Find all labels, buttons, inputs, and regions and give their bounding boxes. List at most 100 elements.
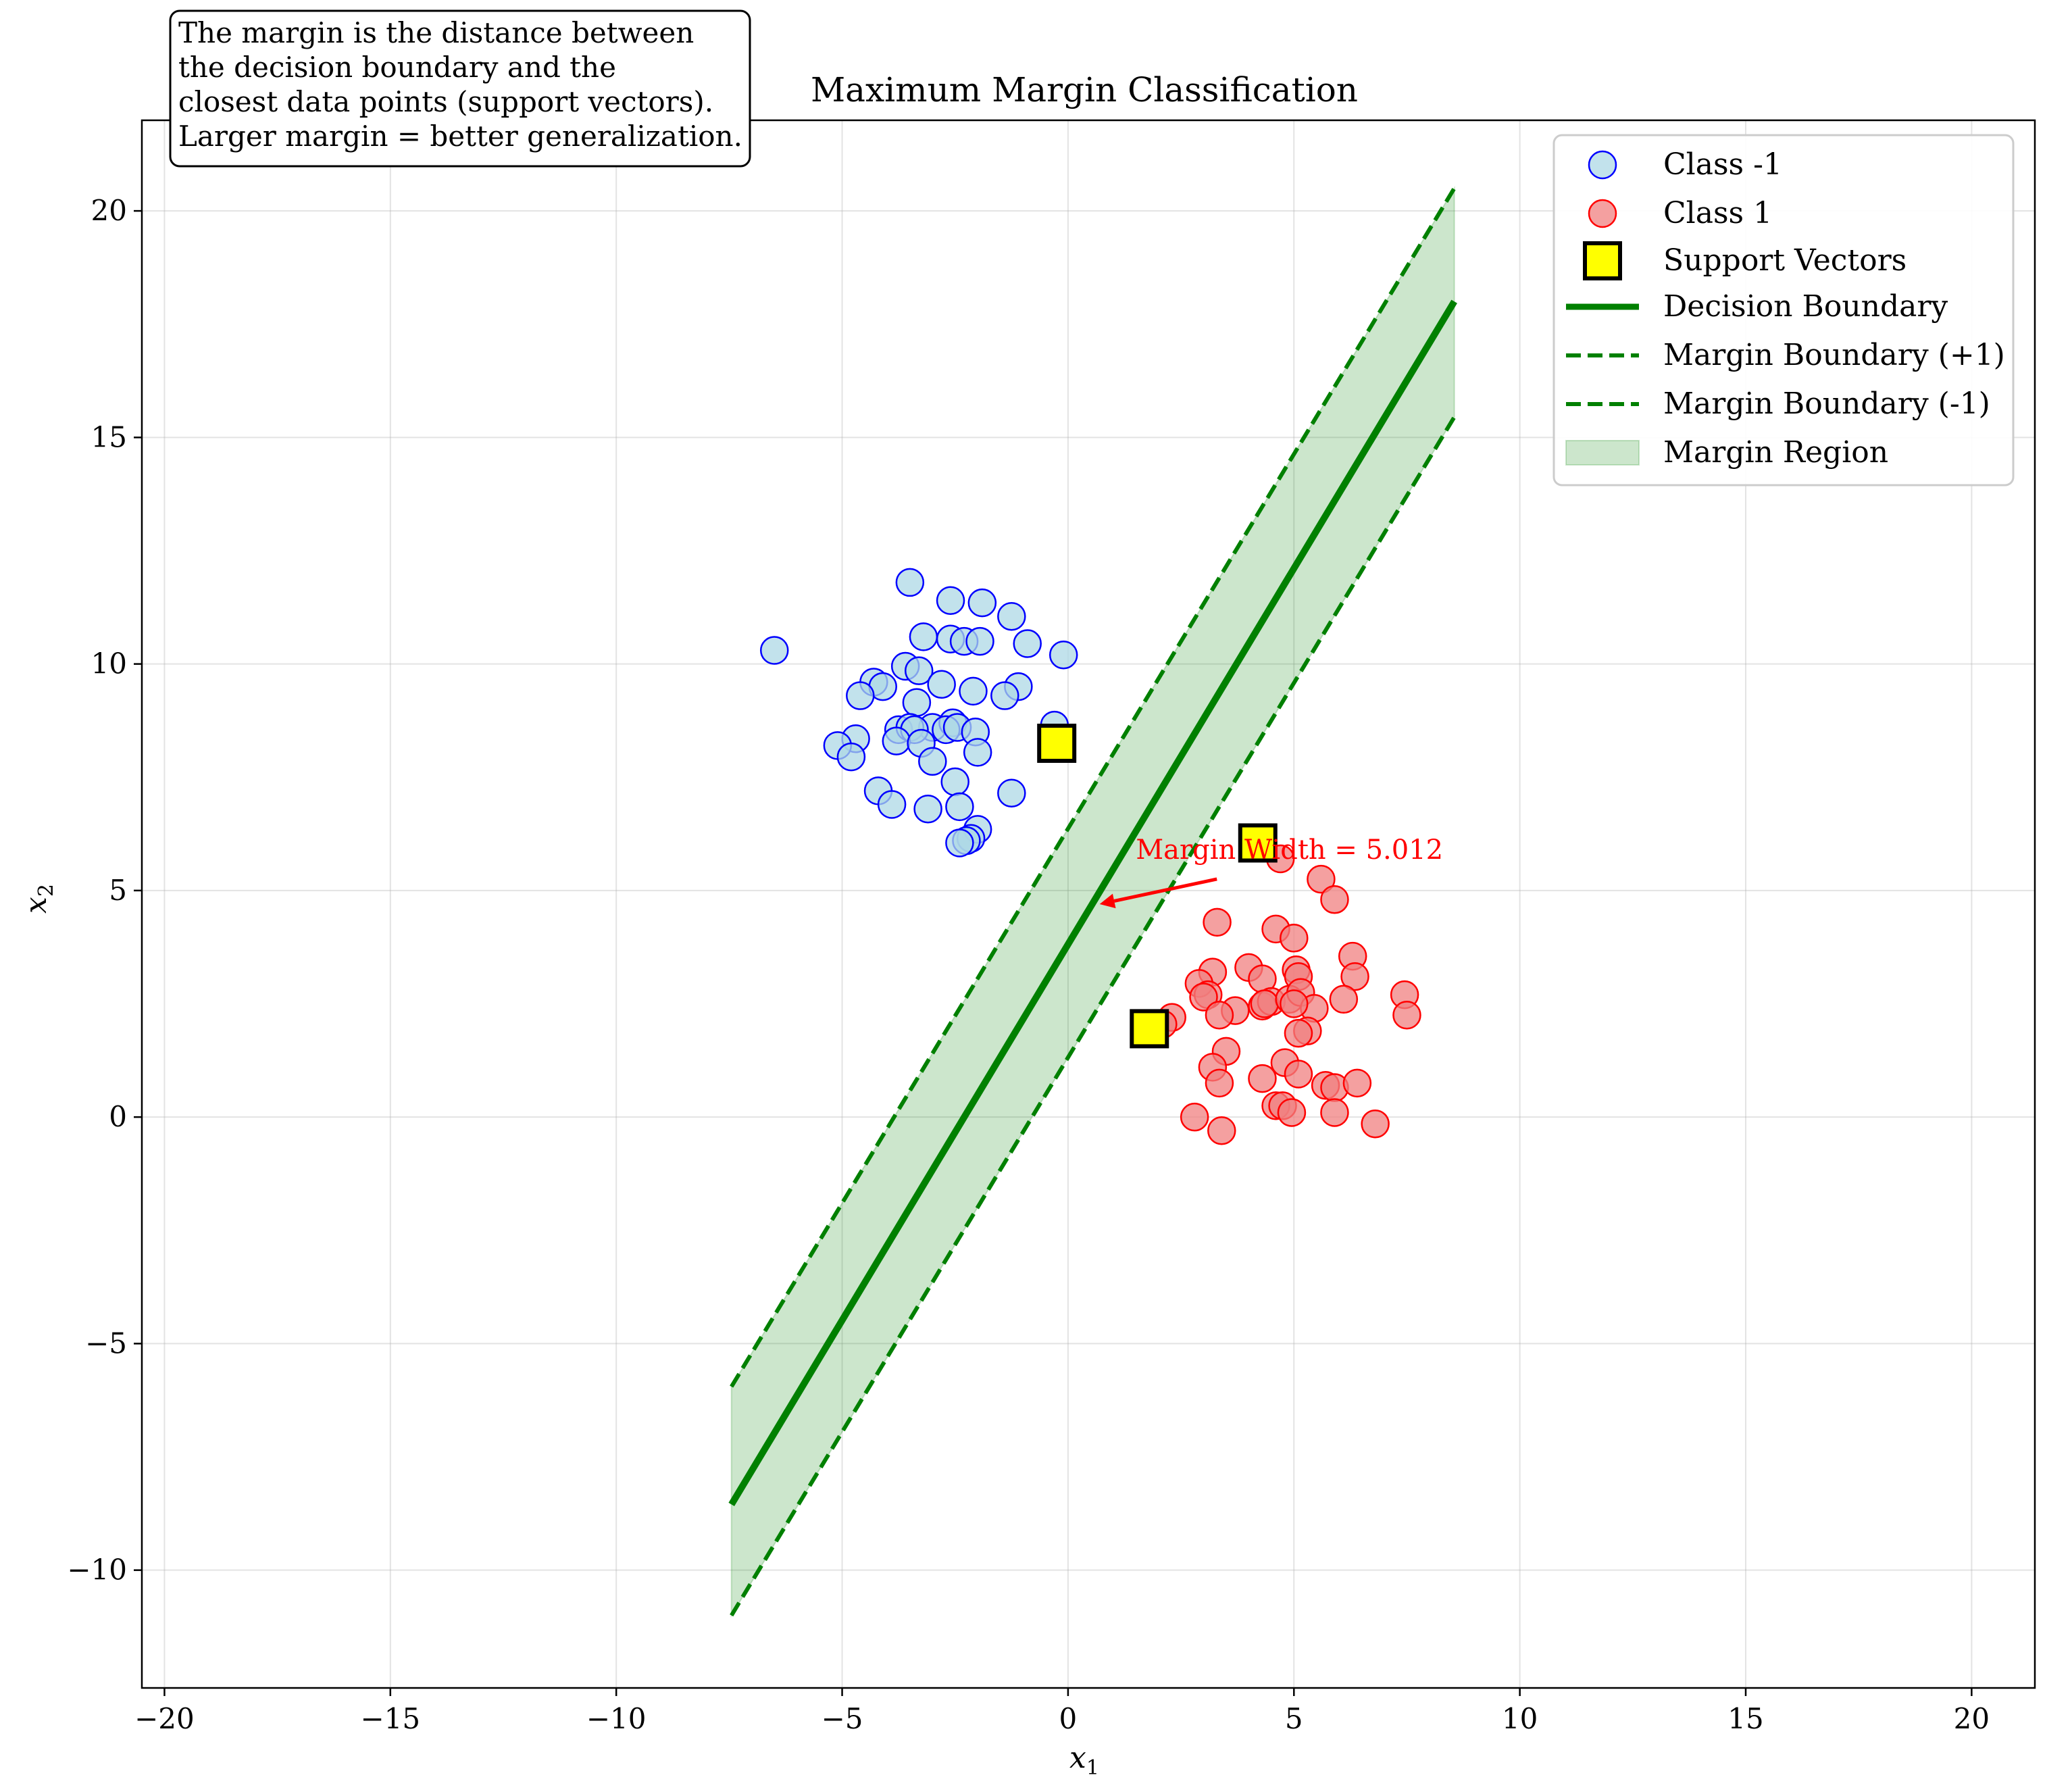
class-pos-point: [1250, 989, 1280, 1018]
plot-area: Margin Width = 5.012: [728, 185, 1457, 1618]
class-pos-point: [1203, 907, 1232, 937]
y-axis-label-main: x: [19, 897, 53, 914]
decision-boundary: [728, 299, 1457, 1507]
class-pos-point: [1280, 989, 1309, 1018]
class-pos-point: [1342, 1068, 1372, 1098]
class-neg-point: [836, 742, 866, 772]
margin-boundary-minus: [730, 416, 1457, 1617]
info-line-2: the decision boundary and the: [178, 51, 616, 84]
class-pos-point: [1189, 982, 1218, 1012]
x-tick-label: −10: [586, 1702, 647, 1735]
legend-frame: [1552, 134, 2015, 487]
class-neg-point: [909, 622, 938, 651]
class-neg-point: [927, 670, 956, 699]
x-tick-label: 15: [1727, 1702, 1763, 1735]
y-tick-label: 0: [109, 1100, 127, 1133]
x-ticks: −20 −15 −10 −5 0 5 10 15 20: [134, 1688, 1990, 1735]
x-tick-label: −5: [822, 1702, 863, 1735]
class-neg-point: [902, 688, 932, 717]
support-vector-point: [1130, 1009, 1169, 1049]
class-neg-point: [913, 794, 942, 824]
y-tick-label: 20: [91, 194, 127, 227]
x-tick-label: 10: [1502, 1702, 1538, 1735]
legend-support-vector-label: Support Vectors: [1663, 243, 1907, 278]
annotation-arrow-head: [1099, 893, 1116, 909]
y-tick-label: 10: [91, 647, 127, 680]
y-tick-label: −10: [67, 1553, 127, 1587]
class-pos-point: [1320, 1098, 1349, 1127]
class-neg-point: [945, 792, 974, 822]
info-line-3: closest data points (support vectors).: [178, 85, 713, 118]
y-ticks: −10 −5 0 5 10 15 20: [67, 194, 142, 1587]
legend-class-neg-label: Class -1: [1663, 147, 1782, 182]
annotation-text: Margin Width = 5.012: [1136, 835, 1443, 866]
class-neg-point: [990, 681, 1019, 710]
class-pos-point: [1361, 1109, 1390, 1139]
y-axis-label-sub: 2: [34, 884, 58, 897]
grid: [142, 120, 2035, 1688]
class-neg-point: [904, 656, 934, 685]
legend-class-neg-marker: [1588, 150, 1617, 180]
class-neg-points: [759, 568, 1078, 857]
info-box: The margin is the distance between the d…: [169, 9, 751, 168]
class-pos-point: [1277, 1098, 1307, 1127]
info-line-4: Larger margin = better generalization.: [178, 120, 742, 153]
axes-frame: [141, 119, 2036, 1689]
class-neg-point: [997, 601, 1026, 631]
class-neg-point: [882, 726, 911, 755]
class-pos-point: [1329, 985, 1359, 1014]
legend-decision-boundary-label: Decision Boundary: [1663, 289, 1948, 324]
class-pos-point: [1320, 885, 1349, 914]
class-neg-point: [846, 681, 875, 710]
class-neg-point: [967, 588, 997, 618]
support-vector-point: [1037, 723, 1077, 763]
class-neg-point: [1013, 629, 1042, 658]
class-pos-point: [1205, 1068, 1234, 1098]
class-pos-point: [1340, 962, 1369, 991]
x-tick-label: 20: [1954, 1702, 1990, 1735]
class-neg-point: [965, 626, 994, 656]
x-axis-label-main: x: [1069, 1741, 1086, 1775]
y-tick-label: 15: [91, 420, 127, 453]
x-tick-label: 5: [1285, 1702, 1303, 1735]
margin-boundary-plus: [730, 187, 1457, 1388]
class-neg-point: [940, 767, 969, 797]
support-vector-points: [1037, 723, 1278, 1049]
chart-title: Maximum Margin Classification: [811, 70, 1358, 109]
legend-class-pos-label: Class 1: [1663, 196, 1772, 230]
x-tick-label: −15: [360, 1702, 420, 1735]
class-pos-point: [1205, 1001, 1234, 1030]
class-neg-point: [918, 747, 947, 776]
class-neg-point: [895, 568, 925, 597]
legend: Class -1 Class 1 Support Vectors Decisio…: [1552, 134, 2015, 487]
class-pos-point: [1284, 1060, 1313, 1089]
class-neg-point: [945, 828, 974, 857]
annotation: Margin Width = 5.012: [1099, 835, 1443, 909]
annotation-arrow: [1113, 877, 1217, 903]
class-pos-point: [1248, 1064, 1277, 1093]
class-pos-point: [1180, 1102, 1209, 1132]
y-axis-label: x2: [19, 884, 58, 914]
legend-class-pos-marker: [1588, 199, 1617, 228]
x-tick-label: −20: [134, 1702, 195, 1735]
legend-support-vector-marker: [1583, 241, 1622, 280]
class-neg-point: [959, 676, 988, 706]
y-tick-label: −5: [85, 1326, 127, 1360]
x-axis-label-sub: 1: [1086, 1756, 1099, 1780]
class-pos-point: [1284, 1018, 1313, 1048]
class-pos-point: [1280, 924, 1309, 953]
support-vector-point: [1238, 823, 1278, 863]
class-neg-point: [936, 586, 965, 616]
class-neg-point: [759, 636, 789, 665]
legend-margin-region-marker: [1565, 440, 1640, 466]
class-neg-point: [963, 738, 992, 767]
x-tick-label: 0: [1059, 1702, 1078, 1735]
legend-margin-region-label: Margin Region: [1663, 435, 1888, 470]
x-axis-label: x1: [1069, 1741, 1099, 1780]
class-neg-point: [1049, 640, 1078, 670]
class-pos-point: [1307, 864, 1336, 894]
legend-margin-minus-label: Margin Boundary (-1): [1663, 387, 1990, 421]
class-pos-point: [1392, 1001, 1421, 1030]
legend-margin-plus-label: Margin Boundary (+1): [1663, 338, 2005, 372]
class-neg-point: [877, 790, 907, 819]
